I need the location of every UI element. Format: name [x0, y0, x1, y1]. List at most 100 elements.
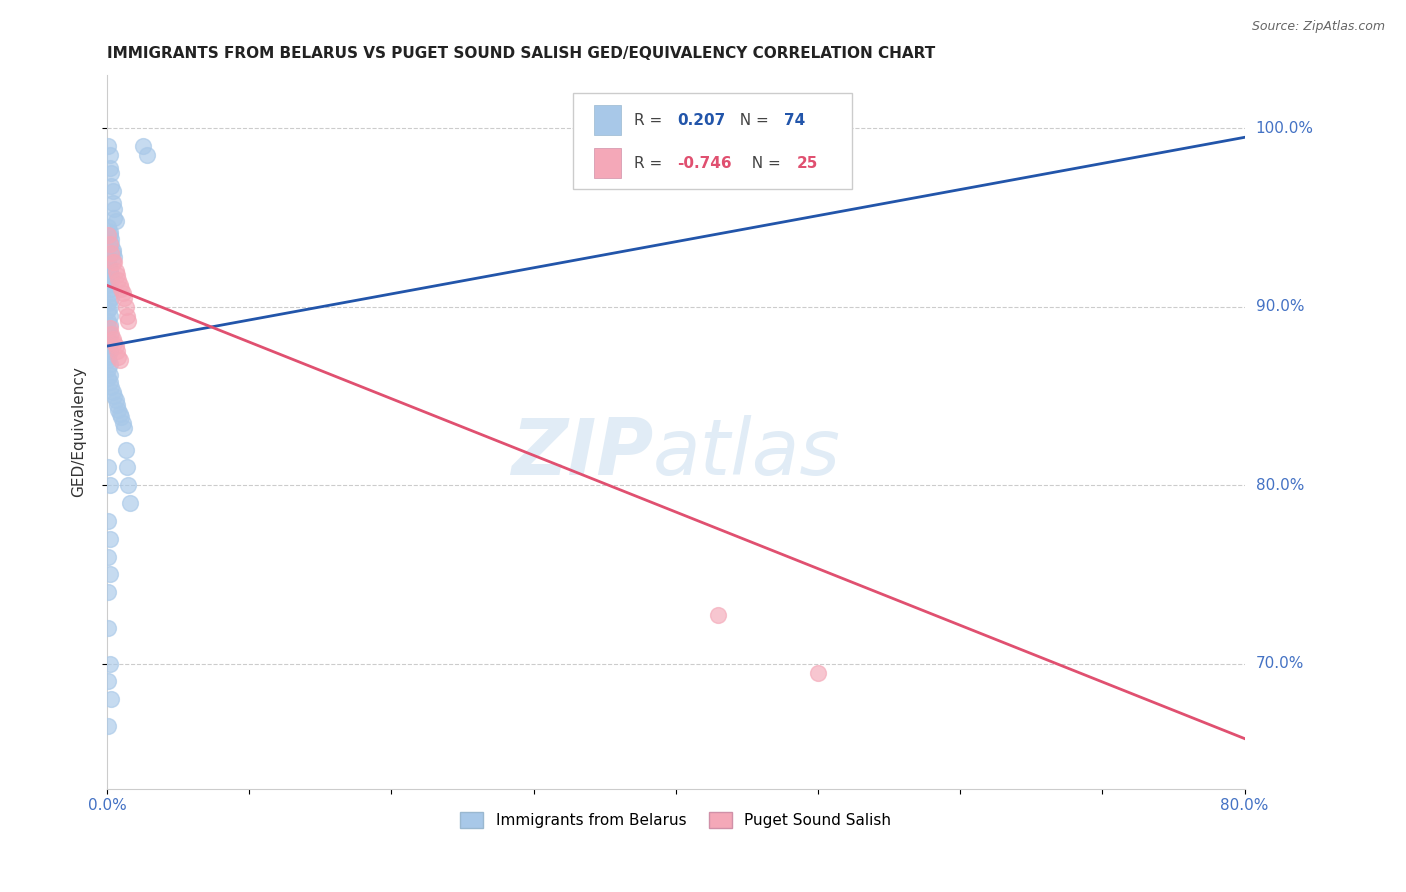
Point: [101, 184, 124, 198]
Point: [135, 148, 157, 162]
Text: 74: 74: [785, 112, 806, 128]
Point: [100, 268, 122, 282]
Point: [97, 278, 120, 293]
Point: [101, 196, 124, 211]
Point: [101, 243, 124, 257]
Point: [101, 255, 124, 269]
FancyBboxPatch shape: [574, 93, 852, 189]
Point: [98, 309, 121, 323]
Point: [97, 621, 120, 635]
Point: [97, 314, 120, 328]
Text: -0.746: -0.746: [676, 155, 731, 170]
Point: [108, 353, 131, 368]
Point: [97, 139, 120, 153]
Point: [98, 148, 121, 162]
Point: [104, 392, 127, 407]
Point: [114, 300, 136, 314]
Point: [98, 260, 121, 275]
Point: [98, 300, 121, 314]
Point: [97, 514, 120, 528]
FancyBboxPatch shape: [593, 148, 621, 178]
Point: [104, 339, 127, 353]
Point: [97, 255, 120, 269]
Point: [117, 478, 139, 492]
Point: [110, 282, 132, 296]
Point: [105, 268, 128, 282]
Point: [97, 371, 120, 385]
Text: R =: R =: [634, 112, 672, 128]
Point: [108, 407, 131, 421]
Point: [100, 326, 122, 341]
Point: [98, 357, 121, 371]
Point: [100, 246, 122, 260]
Point: [97, 719, 120, 733]
Point: [807, 665, 830, 680]
Point: [97, 219, 120, 234]
Point: [98, 264, 121, 278]
Point: [98, 368, 121, 382]
Point: [115, 309, 138, 323]
Point: [114, 442, 136, 457]
Point: [97, 460, 120, 475]
FancyBboxPatch shape: [593, 105, 621, 136]
Point: [97, 303, 120, 318]
Point: [98, 335, 121, 350]
Point: [115, 460, 138, 475]
Point: [97, 332, 120, 346]
Point: [97, 296, 120, 310]
Point: [103, 250, 125, 264]
Point: [105, 398, 128, 412]
Point: [97, 228, 120, 243]
Point: [98, 237, 121, 252]
Point: [97, 674, 120, 689]
Point: [108, 278, 131, 293]
Point: [104, 214, 127, 228]
Point: [97, 362, 120, 376]
Point: [100, 178, 122, 193]
Point: [100, 692, 122, 706]
Point: [101, 332, 124, 346]
Point: [97, 585, 120, 599]
Text: Source: ZipAtlas.com: Source: ZipAtlas.com: [1251, 20, 1385, 33]
Point: [103, 211, 125, 225]
Text: N =: N =: [730, 112, 775, 128]
Point: [100, 291, 122, 305]
Point: [117, 314, 139, 328]
Point: [112, 291, 135, 305]
Text: 70.0%: 70.0%: [1256, 657, 1303, 671]
Text: R =: R =: [634, 155, 672, 170]
Text: 25: 25: [796, 155, 818, 170]
Point: [98, 318, 121, 332]
Point: [107, 273, 129, 287]
Point: [97, 339, 120, 353]
Point: [97, 321, 120, 335]
Point: [103, 202, 125, 216]
Point: [98, 344, 121, 359]
Text: 100.0%: 100.0%: [1256, 121, 1313, 136]
Text: 80.0%: 80.0%: [1256, 478, 1303, 492]
Point: [98, 657, 121, 671]
Text: ZIP: ZIP: [510, 415, 652, 491]
Point: [97, 549, 120, 564]
Point: [118, 496, 141, 510]
Point: [97, 350, 120, 364]
Point: [107, 403, 129, 417]
Point: [707, 608, 730, 623]
Point: [98, 567, 121, 582]
Point: [98, 282, 121, 296]
Text: IMMIGRANTS FROM BELARUS VS PUGET SOUND SALISH GED/EQUIVALENCY CORRELATION CHART: IMMIGRANTS FROM BELARUS VS PUGET SOUND S…: [107, 46, 935, 62]
Y-axis label: GED/Equivalency: GED/Equivalency: [72, 367, 86, 497]
Text: atlas: atlas: [652, 415, 841, 491]
Point: [100, 166, 122, 180]
Point: [111, 416, 134, 430]
Legend: Immigrants from Belarus, Puget Sound Salish: Immigrants from Belarus, Puget Sound Sal…: [454, 806, 897, 834]
Point: [112, 421, 135, 435]
Point: [98, 161, 121, 175]
Point: [103, 335, 125, 350]
Point: [98, 225, 121, 239]
Point: [103, 389, 125, 403]
Point: [103, 255, 125, 269]
Point: [98, 285, 121, 300]
Point: [97, 353, 120, 368]
Point: [98, 326, 121, 341]
